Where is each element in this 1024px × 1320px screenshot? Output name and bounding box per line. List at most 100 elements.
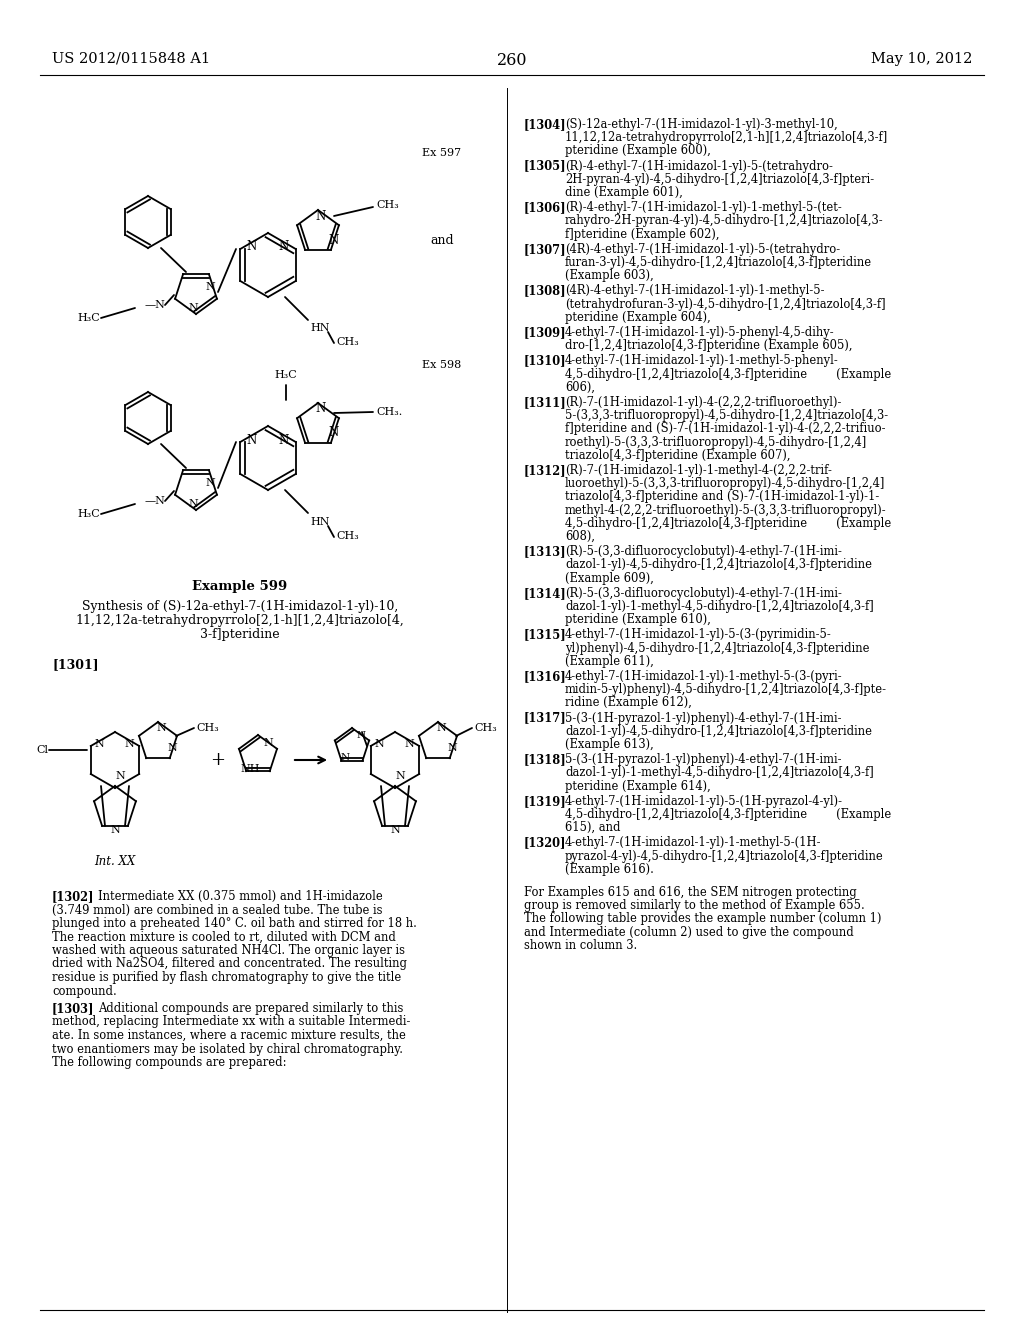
Text: [1308]: [1308]: [524, 284, 566, 297]
Text: 608),: 608),: [565, 531, 595, 543]
Text: N: N: [247, 433, 257, 446]
Text: 5-(3-(1H-pyrazol-1-yl)phenyl)-4-ethyl-7-(1H-imi-: 5-(3-(1H-pyrazol-1-yl)phenyl)-4-ethyl-7-…: [565, 754, 842, 766]
Text: dro-[1,2,4]triazolo[4,3-f]pteridine (Example 605),: dro-[1,2,4]triazolo[4,3-f]pteridine (Exa…: [565, 339, 853, 352]
Text: pteridine (Example 600),: pteridine (Example 600),: [565, 144, 711, 157]
Text: NH: NH: [241, 764, 260, 774]
Text: 4,5-dihydro-[1,2,4]triazolo[4,3-f]pteridine        (Example: 4,5-dihydro-[1,2,4]triazolo[4,3-f]pterid…: [565, 808, 891, 821]
Text: N: N: [315, 403, 326, 416]
Text: pteridine (Example 614),: pteridine (Example 614),: [565, 780, 711, 792]
Text: Intermediate XX (0.375 mmol) and 1H-imidazole: Intermediate XX (0.375 mmol) and 1H-imid…: [98, 890, 383, 903]
Text: The reaction mixture is cooled to rt, diluted with DCM and: The reaction mixture is cooled to rt, di…: [52, 931, 396, 944]
Text: CH₃: CH₃: [336, 531, 358, 541]
Text: N: N: [374, 739, 384, 748]
Text: (R)-7-(1H-imidazol-1-yl)-4-(2,2,2-trifluoroethyl)-: (R)-7-(1H-imidazol-1-yl)-4-(2,2,2-triflu…: [565, 396, 842, 409]
Text: May 10, 2012: May 10, 2012: [870, 51, 972, 66]
Text: 11,12,12a-tetrahydropyrrolo[2,1-h][1,2,4]triazolo[4,: 11,12,12a-tetrahydropyrrolo[2,1-h][1,2,4…: [76, 614, 404, 627]
Text: dazol-1-yl)-4,5-dihydro-[1,2,4]triazolo[4,3-f]pteridine: dazol-1-yl)-4,5-dihydro-[1,2,4]triazolo[…: [565, 725, 872, 738]
Text: [1318]: [1318]: [524, 754, 566, 766]
Text: [1309]: [1309]: [524, 326, 566, 339]
Text: N: N: [329, 234, 339, 247]
Text: 4,5-dihydro-[1,2,4]triazolo[4,3-f]pteridine        (Example: 4,5-dihydro-[1,2,4]triazolo[4,3-f]pterid…: [565, 517, 891, 529]
Text: [1306]: [1306]: [524, 201, 566, 214]
Text: methyl-4-(2,2,2-trifluoroethyl)-5-(3,3,3-trifluoropropyl)-: methyl-4-(2,2,2-trifluoroethyl)-5-(3,3,3…: [565, 504, 887, 516]
Text: ate. In some instances, where a racemic mixture results, the: ate. In some instances, where a racemic …: [52, 1030, 406, 1041]
Text: —N: —N: [145, 300, 166, 310]
Text: 260: 260: [497, 51, 527, 69]
Text: N: N: [404, 739, 414, 748]
Text: shown in column 3.: shown in column 3.: [524, 939, 637, 952]
Text: [1314]: [1314]: [524, 587, 566, 599]
Text: N: N: [124, 739, 134, 748]
Text: (tetrahydrofuran-3-yl)-4,5-dihydro-[1,2,4]triazolo[4,3-f]: (tetrahydrofuran-3-yl)-4,5-dihydro-[1,2,…: [565, 297, 886, 310]
Text: N: N: [356, 731, 366, 741]
Text: method, replacing Intermediate xx with a suitable Intermedi-: method, replacing Intermediate xx with a…: [52, 1015, 411, 1028]
Text: 4,5-dihydro-[1,2,4]triazolo[4,3-f]pteridine        (Example: 4,5-dihydro-[1,2,4]triazolo[4,3-f]pterid…: [565, 367, 891, 380]
Text: [1301]: [1301]: [52, 657, 98, 671]
Text: N: N: [279, 433, 289, 446]
Text: CH₃: CH₃: [474, 723, 497, 733]
Text: roethyl)-5-(3,3,3-trifluoropropyl)-4,5-dihydro-[1,2,4]: roethyl)-5-(3,3,3-trifluoropropyl)-4,5-d…: [565, 436, 867, 449]
Text: (R)-5-(3,3-difluorocyclobutyl)-4-ethyl-7-(1H-imi-: (R)-5-(3,3-difluorocyclobutyl)-4-ethyl-7…: [565, 545, 842, 558]
Text: 2H-pyran-4-yl)-4,5-dihydro-[1,2,4]triazolo[4,3-f]pteri-: 2H-pyran-4-yl)-4,5-dihydro-[1,2,4]triazo…: [565, 173, 874, 186]
Text: [1304]: [1304]: [524, 117, 566, 131]
Text: rahydro-2H-pyran-4-yl)-4,5-dihydro-[1,2,4]triazolo[4,3-: rahydro-2H-pyran-4-yl)-4,5-dihydro-[1,2,…: [565, 214, 884, 227]
Text: (4R)-4-ethyl-7-(1H-imidazol-1-yl)-1-methyl-5-: (4R)-4-ethyl-7-(1H-imidazol-1-yl)-1-meth…: [565, 284, 824, 297]
Text: (Example 616).: (Example 616).: [565, 863, 654, 875]
Text: 3-f]pteridine: 3-f]pteridine: [200, 628, 280, 642]
Text: N: N: [188, 499, 198, 510]
Text: and: and: [430, 234, 454, 247]
Text: [1310]: [1310]: [524, 354, 566, 367]
Text: Ex 597: Ex 597: [422, 148, 461, 158]
Text: N: N: [340, 754, 349, 763]
Text: 4-ethyl-7-(1H-imidazol-1-yl)-5-phenyl-4,5-dihy-: 4-ethyl-7-(1H-imidazol-1-yl)-5-phenyl-4,…: [565, 326, 835, 339]
Text: pyrazol-4-yl)-4,5-dihydro-[1,2,4]triazolo[4,3-f]pteridine: pyrazol-4-yl)-4,5-dihydro-[1,2,4]triazol…: [565, 850, 884, 862]
Text: H₃C: H₃C: [77, 313, 100, 323]
Text: [1303]: [1303]: [52, 1002, 94, 1015]
Text: 606),: 606),: [565, 380, 595, 393]
Text: (R)-5-(3,3-difluorocyclobutyl)-4-ethyl-7-(1H-imi-: (R)-5-(3,3-difluorocyclobutyl)-4-ethyl-7…: [565, 587, 842, 599]
Text: dazol-1-yl)-1-methyl-4,5-dihydro-[1,2,4]triazolo[4,3-f]: dazol-1-yl)-1-methyl-4,5-dihydro-[1,2,4]…: [565, 767, 873, 779]
Text: US 2012/0115848 A1: US 2012/0115848 A1: [52, 51, 210, 66]
Text: (Example 611),: (Example 611),: [565, 655, 654, 668]
Text: [1315]: [1315]: [524, 628, 566, 642]
Text: f]pteridine (Example 602),: f]pteridine (Example 602),: [565, 227, 720, 240]
Text: [1320]: [1320]: [524, 837, 566, 849]
Text: (R)-4-ethyl-7-(1H-imidazol-1-yl)-5-(tetrahydro-: (R)-4-ethyl-7-(1H-imidazol-1-yl)-5-(tetr…: [565, 160, 833, 173]
Text: yl)phenyl)-4,5-dihydro-[1,2,4]triazolo[4,3-f]pteridine: yl)phenyl)-4,5-dihydro-[1,2,4]triazolo[4…: [565, 642, 869, 655]
Text: [1317]: [1317]: [524, 711, 566, 725]
Text: N: N: [111, 825, 120, 836]
Text: two enantiomers may be isolated by chiral chromatography.: two enantiomers may be isolated by chira…: [52, 1043, 403, 1056]
Text: N: N: [188, 304, 198, 313]
Text: dazol-1-yl)-1-methyl-4,5-dihydro-[1,2,4]triazolo[4,3-f]: dazol-1-yl)-1-methyl-4,5-dihydro-[1,2,4]…: [565, 601, 873, 612]
Text: CH₃: CH₃: [376, 201, 398, 210]
Text: pteridine (Example 604),: pteridine (Example 604),: [565, 310, 711, 323]
Text: 4-ethyl-7-(1H-imidazol-1-yl)-5-(1H-pyrazol-4-yl)-: 4-ethyl-7-(1H-imidazol-1-yl)-5-(1H-pyraz…: [565, 795, 843, 808]
Text: Int. XX: Int. XX: [94, 855, 135, 869]
Text: Ex 598: Ex 598: [422, 360, 461, 370]
Text: 4-ethyl-7-(1H-imidazol-1-yl)-1-methyl-5-(1H-: 4-ethyl-7-(1H-imidazol-1-yl)-1-methyl-5-…: [565, 837, 821, 849]
Text: and Intermediate (column 2) used to give the compound: and Intermediate (column 2) used to give…: [524, 925, 854, 939]
Text: N: N: [115, 771, 125, 781]
Text: (3.749 mmol) are combined in a sealed tube. The tube is: (3.749 mmol) are combined in a sealed tu…: [52, 903, 383, 916]
Text: 4-ethyl-7-(1H-imidazol-1-yl)-5-(3-(pyrimidin-5-: 4-ethyl-7-(1H-imidazol-1-yl)-5-(3-(pyrim…: [565, 628, 831, 642]
Text: H₃C: H₃C: [77, 510, 100, 519]
Text: ridine (Example 612),: ridine (Example 612),: [565, 697, 692, 709]
Text: Cl: Cl: [36, 744, 48, 755]
Text: HN: HN: [310, 517, 330, 527]
Text: plunged into a preheated 140° C. oil bath and stirred for 18 h.: plunged into a preheated 140° C. oil bat…: [52, 917, 417, 931]
Text: furan-3-yl)-4,5-dihydro-[1,2,4]triazolo[4,3-f]pteridine: furan-3-yl)-4,5-dihydro-[1,2,4]triazolo[…: [565, 256, 872, 269]
Text: [1311]: [1311]: [524, 396, 566, 409]
Text: +: +: [211, 751, 225, 770]
Text: (4R)-4-ethyl-7-(1H-imidazol-1-yl)-5-(tetrahydro-: (4R)-4-ethyl-7-(1H-imidazol-1-yl)-5-(tet…: [565, 243, 840, 256]
Text: 5-(3,3,3-trifluoropropyl)-4,5-dihydro-[1,2,4]triazolo[4,3-: 5-(3,3,3-trifluoropropyl)-4,5-dihydro-[1…: [565, 409, 888, 422]
Text: triazolo[4,3-f]pteridine (Example 607),: triazolo[4,3-f]pteridine (Example 607),: [565, 449, 791, 462]
Text: 4-ethyl-7-(1H-imidazol-1-yl)-1-methyl-5-(3-(pyri-: 4-ethyl-7-(1H-imidazol-1-yl)-1-methyl-5-…: [565, 671, 843, 682]
Text: 5-(3-(1H-pyrazol-1-yl)phenyl)-4-ethyl-7-(1H-imi-: 5-(3-(1H-pyrazol-1-yl)phenyl)-4-ethyl-7-…: [565, 711, 842, 725]
Text: N: N: [205, 282, 215, 292]
Text: luoroethyl)-5-(3,3,3-trifluoropropyl)-4,5-dihydro-[1,2,4]: luoroethyl)-5-(3,3,3-trifluoropropyl)-4,…: [565, 478, 886, 490]
Text: H₃C: H₃C: [274, 370, 297, 380]
Text: (Example 603),: (Example 603),: [565, 269, 653, 282]
Text: pteridine (Example 610),: pteridine (Example 610),: [565, 614, 711, 626]
Text: Synthesis of (S)-12a-ethyl-7-(1H-imidazol-1-yl)-10,: Synthesis of (S)-12a-ethyl-7-(1H-imidazo…: [82, 601, 398, 612]
Text: (R)-4-ethyl-7-(1H-imidazol-1-yl)-1-methyl-5-(tet-: (R)-4-ethyl-7-(1H-imidazol-1-yl)-1-methy…: [565, 201, 842, 214]
